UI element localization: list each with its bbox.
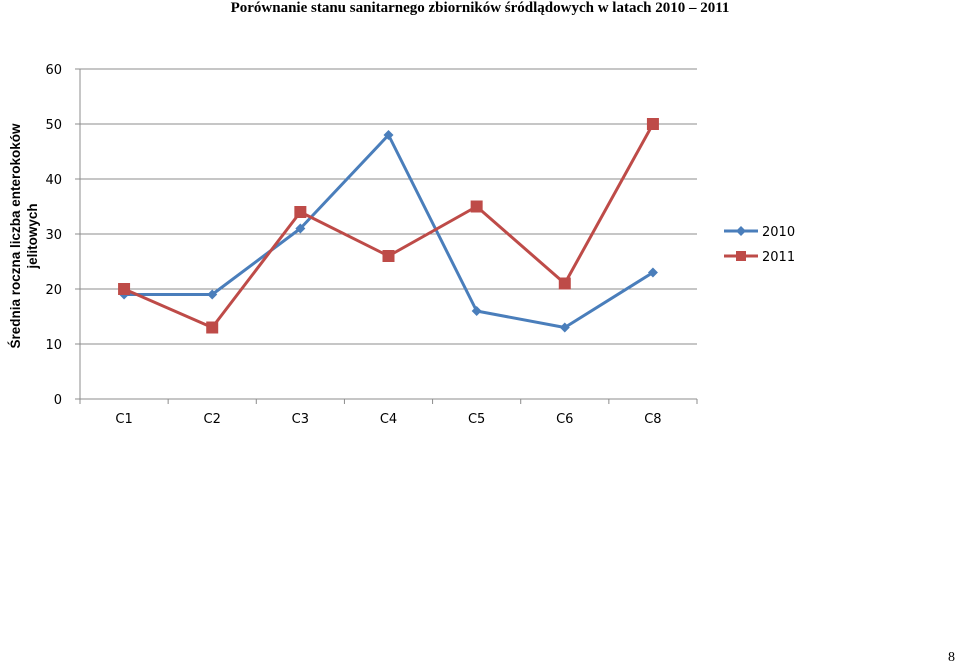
y-tick-label: 40 <box>45 173 62 188</box>
y-tick-label: 50 <box>45 118 62 133</box>
x-tick-label: C2 <box>204 412 221 427</box>
y-tick-label: 60 <box>45 63 62 78</box>
y-tick-label: 30 <box>45 228 62 243</box>
legend-marker-2010 <box>736 226 746 236</box>
page-title: Porównanie stanu sanitarnego zbiorników … <box>230 0 730 16</box>
data-point-2011 <box>382 250 395 262</box>
page-number: 8 <box>948 650 955 665</box>
data-point-2010 <box>295 223 306 234</box>
legend-label-2010: 2010 <box>762 225 795 240</box>
data-point-2010 <box>383 130 394 140</box>
y-tick-label: 10 <box>45 338 62 353</box>
x-tick-label: C1 <box>115 412 132 427</box>
series-line-2011 <box>123 123 655 329</box>
x-tick-label: C8 <box>644 412 661 427</box>
data-point-2011 <box>558 277 571 290</box>
data-point-2010 <box>647 267 658 278</box>
data-point-2010 <box>207 289 218 300</box>
x-tick-label: C5 <box>468 412 485 427</box>
data-point-2010 <box>471 306 482 316</box>
legend-label-2011: 2011 <box>762 250 795 265</box>
data-point-2010 <box>559 322 570 333</box>
y-tick-label: 20 <box>45 283 62 298</box>
legend-marker-2011 <box>736 251 746 261</box>
x-tick-label: C4 <box>380 412 397 427</box>
data-point-2011 <box>646 118 659 130</box>
y-axis-label-line1: Średnia roczna liczba enterokoków <box>8 123 23 349</box>
data-point-2011 <box>118 283 131 295</box>
data-point-2011 <box>470 200 483 213</box>
y-axis-label-line2: jelitowych <box>25 203 40 269</box>
x-tick-label: C6 <box>556 412 573 427</box>
data-point-2011 <box>294 206 307 218</box>
y-tick-label: 0 <box>54 393 62 408</box>
series-line-2010 <box>124 133 654 329</box>
x-tick-label: C3 <box>292 412 309 427</box>
data-point-2011 <box>206 321 219 334</box>
